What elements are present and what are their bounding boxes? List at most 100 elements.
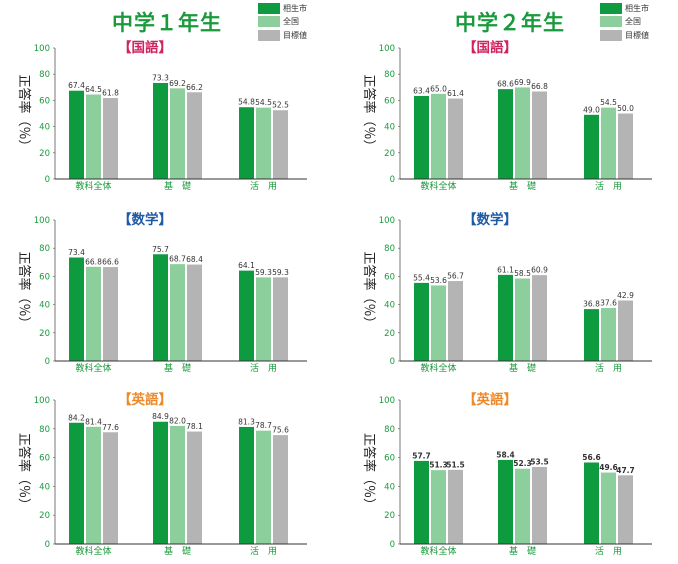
category-label: 基 礎 [509, 180, 536, 192]
chart-grade1-english: 【英語】 0 20 40 60 80 100 正答率（％） 84.2 81.477.6 教科全体 84… [16, 391, 307, 557]
y-tick-label: 100 [379, 216, 395, 226]
bar-相生市 [69, 257, 84, 361]
bar-目標値 [448, 281, 463, 361]
y-tick-label: 80 [384, 70, 395, 80]
legend-label-target: 目標値 [283, 30, 307, 40]
y-tick-label: 100 [34, 396, 50, 406]
y-axis-label: 正答率（％） [16, 251, 32, 329]
legend-label-national: 全国 [283, 17, 299, 26]
y-tick-label: 40 [39, 123, 50, 133]
category-label: 基 礎 [164, 545, 191, 557]
bar-value-label: 66.2 [186, 83, 203, 92]
bar-value-label: 66.6 [102, 258, 119, 267]
legend-swatch-city [600, 2, 622, 14]
legend-swatch-target [258, 29, 280, 41]
category-label: 教科全体 [420, 545, 456, 557]
bar-value-label: 84.2 [68, 413, 85, 422]
bar-value-label: 37.6 [600, 298, 617, 307]
chart-grade2-japanese: 【国語】 0 20 40 60 80 100 正答率（％） 63.4 65.061.4 教科全体 68… [361, 39, 652, 192]
legend-swatch-national [258, 16, 280, 27]
bar-目標値 [103, 98, 118, 179]
bar-value-label: 59.3 [255, 268, 272, 277]
bar-相生市 [584, 114, 599, 179]
legend-label-national: 全国 [625, 17, 641, 26]
category-label: 活 用 [250, 362, 277, 374]
bar-相生市 [69, 422, 84, 544]
category-label: 活 用 [250, 545, 277, 557]
category-label: 活 用 [595, 180, 622, 192]
bar-相生市 [239, 107, 254, 179]
bar-value-label: 56.7 [447, 272, 464, 281]
chart-title: 【英語】 [463, 391, 517, 408]
legend-item-city: 相生市 [600, 2, 649, 14]
bar-目標値 [448, 98, 463, 179]
bar-全国 [601, 307, 616, 361]
category-label: 教科全体 [75, 545, 111, 557]
chart-grade2-english: 【英語】 0 20 40 60 80 100 正答率（％） 57.751.351.5 教科全体 58… [361, 391, 652, 557]
bar-value-label: 52.3 [513, 459, 532, 468]
bar-全国 [256, 277, 271, 361]
y-tick-label: 20 [39, 511, 50, 521]
bar-value-label: 53.5 [530, 457, 549, 466]
bar-相生市 [584, 309, 599, 361]
bar-目標値 [618, 300, 633, 361]
bar-value-label: 77.6 [102, 423, 119, 432]
legend-swatch-national [600, 16, 622, 27]
bar-value-label: 66.8 [85, 257, 102, 266]
bar-全国 [86, 266, 101, 361]
bar-相生市 [414, 95, 429, 179]
bar-value-label: 47.7 [616, 466, 635, 475]
y-tick-label: 80 [384, 425, 395, 435]
bar-目標値 [187, 92, 202, 179]
bar-目標値 [273, 277, 288, 361]
bar-value-label: 84.9 [152, 412, 169, 421]
bar-value-label: 60.9 [531, 266, 548, 275]
bar-全国 [256, 430, 271, 544]
legend-label-city: 相生市 [625, 3, 649, 13]
category-label: 活 用 [250, 180, 277, 192]
y-axis-label: 正答率（％） [361, 74, 377, 152]
bar-相生市 [153, 254, 168, 361]
y-tick-label: 100 [34, 216, 50, 226]
bar-value-label: 54.8 [238, 98, 255, 107]
bar-全国 [431, 470, 446, 544]
bar-value-label: 51.5 [446, 460, 465, 469]
bar-相生市 [239, 270, 254, 361]
y-tick-label: 100 [379, 396, 395, 406]
bar-value-label: 53.6 [430, 276, 447, 285]
bar-相生市 [69, 90, 84, 179]
bar-全国 [601, 107, 616, 179]
bar-value-label: 64.5 [85, 85, 102, 94]
category-label: 教科全体 [420, 362, 456, 374]
legend-swatch-target [600, 29, 622, 41]
bar-相生市 [498, 459, 513, 544]
bar-value-label: 54.5 [255, 98, 272, 107]
bar-value-label: 69.2 [169, 79, 186, 88]
bar-全国 [515, 468, 530, 544]
bar-value-label: 68.6 [497, 80, 514, 89]
bar-value-label: 58.4 [496, 450, 515, 459]
chart-grade1-math: 【数学】 0 20 40 60 80 100 正答率（％） 73.466.8 66.6 教科全体 75… [16, 211, 307, 374]
chart-title: 【国語】 [118, 39, 172, 56]
y-tick-label: 20 [384, 149, 395, 159]
category-label: 教科全体 [75, 362, 111, 374]
y-tick-label: 60 [384, 454, 395, 464]
y-tick-label: 40 [39, 301, 50, 311]
category-label: 基 礎 [509, 545, 536, 557]
bar-目標値 [532, 466, 547, 544]
bar-value-label: 51.3 [429, 461, 448, 470]
bar-全国 [256, 107, 271, 179]
bar-目標値 [103, 432, 118, 544]
y-tick-label: 80 [39, 70, 50, 80]
bar-value-label: 78.7 [255, 421, 272, 430]
bar-value-label: 75.6 [272, 426, 289, 435]
category-label: 教科全体 [420, 180, 456, 192]
bar-value-label: 52.5 [272, 101, 289, 110]
bar-value-label: 63.4 [413, 86, 430, 95]
bar-value-label: 73.3 [152, 73, 169, 82]
bar-相生市 [414, 460, 429, 544]
legend-item-target: 目標値 [600, 29, 649, 41]
bar-value-label: 61.8 [102, 89, 119, 98]
bar-value-label: 56.6 [582, 453, 601, 462]
grade-title-1: 中学１年生 [112, 11, 222, 35]
